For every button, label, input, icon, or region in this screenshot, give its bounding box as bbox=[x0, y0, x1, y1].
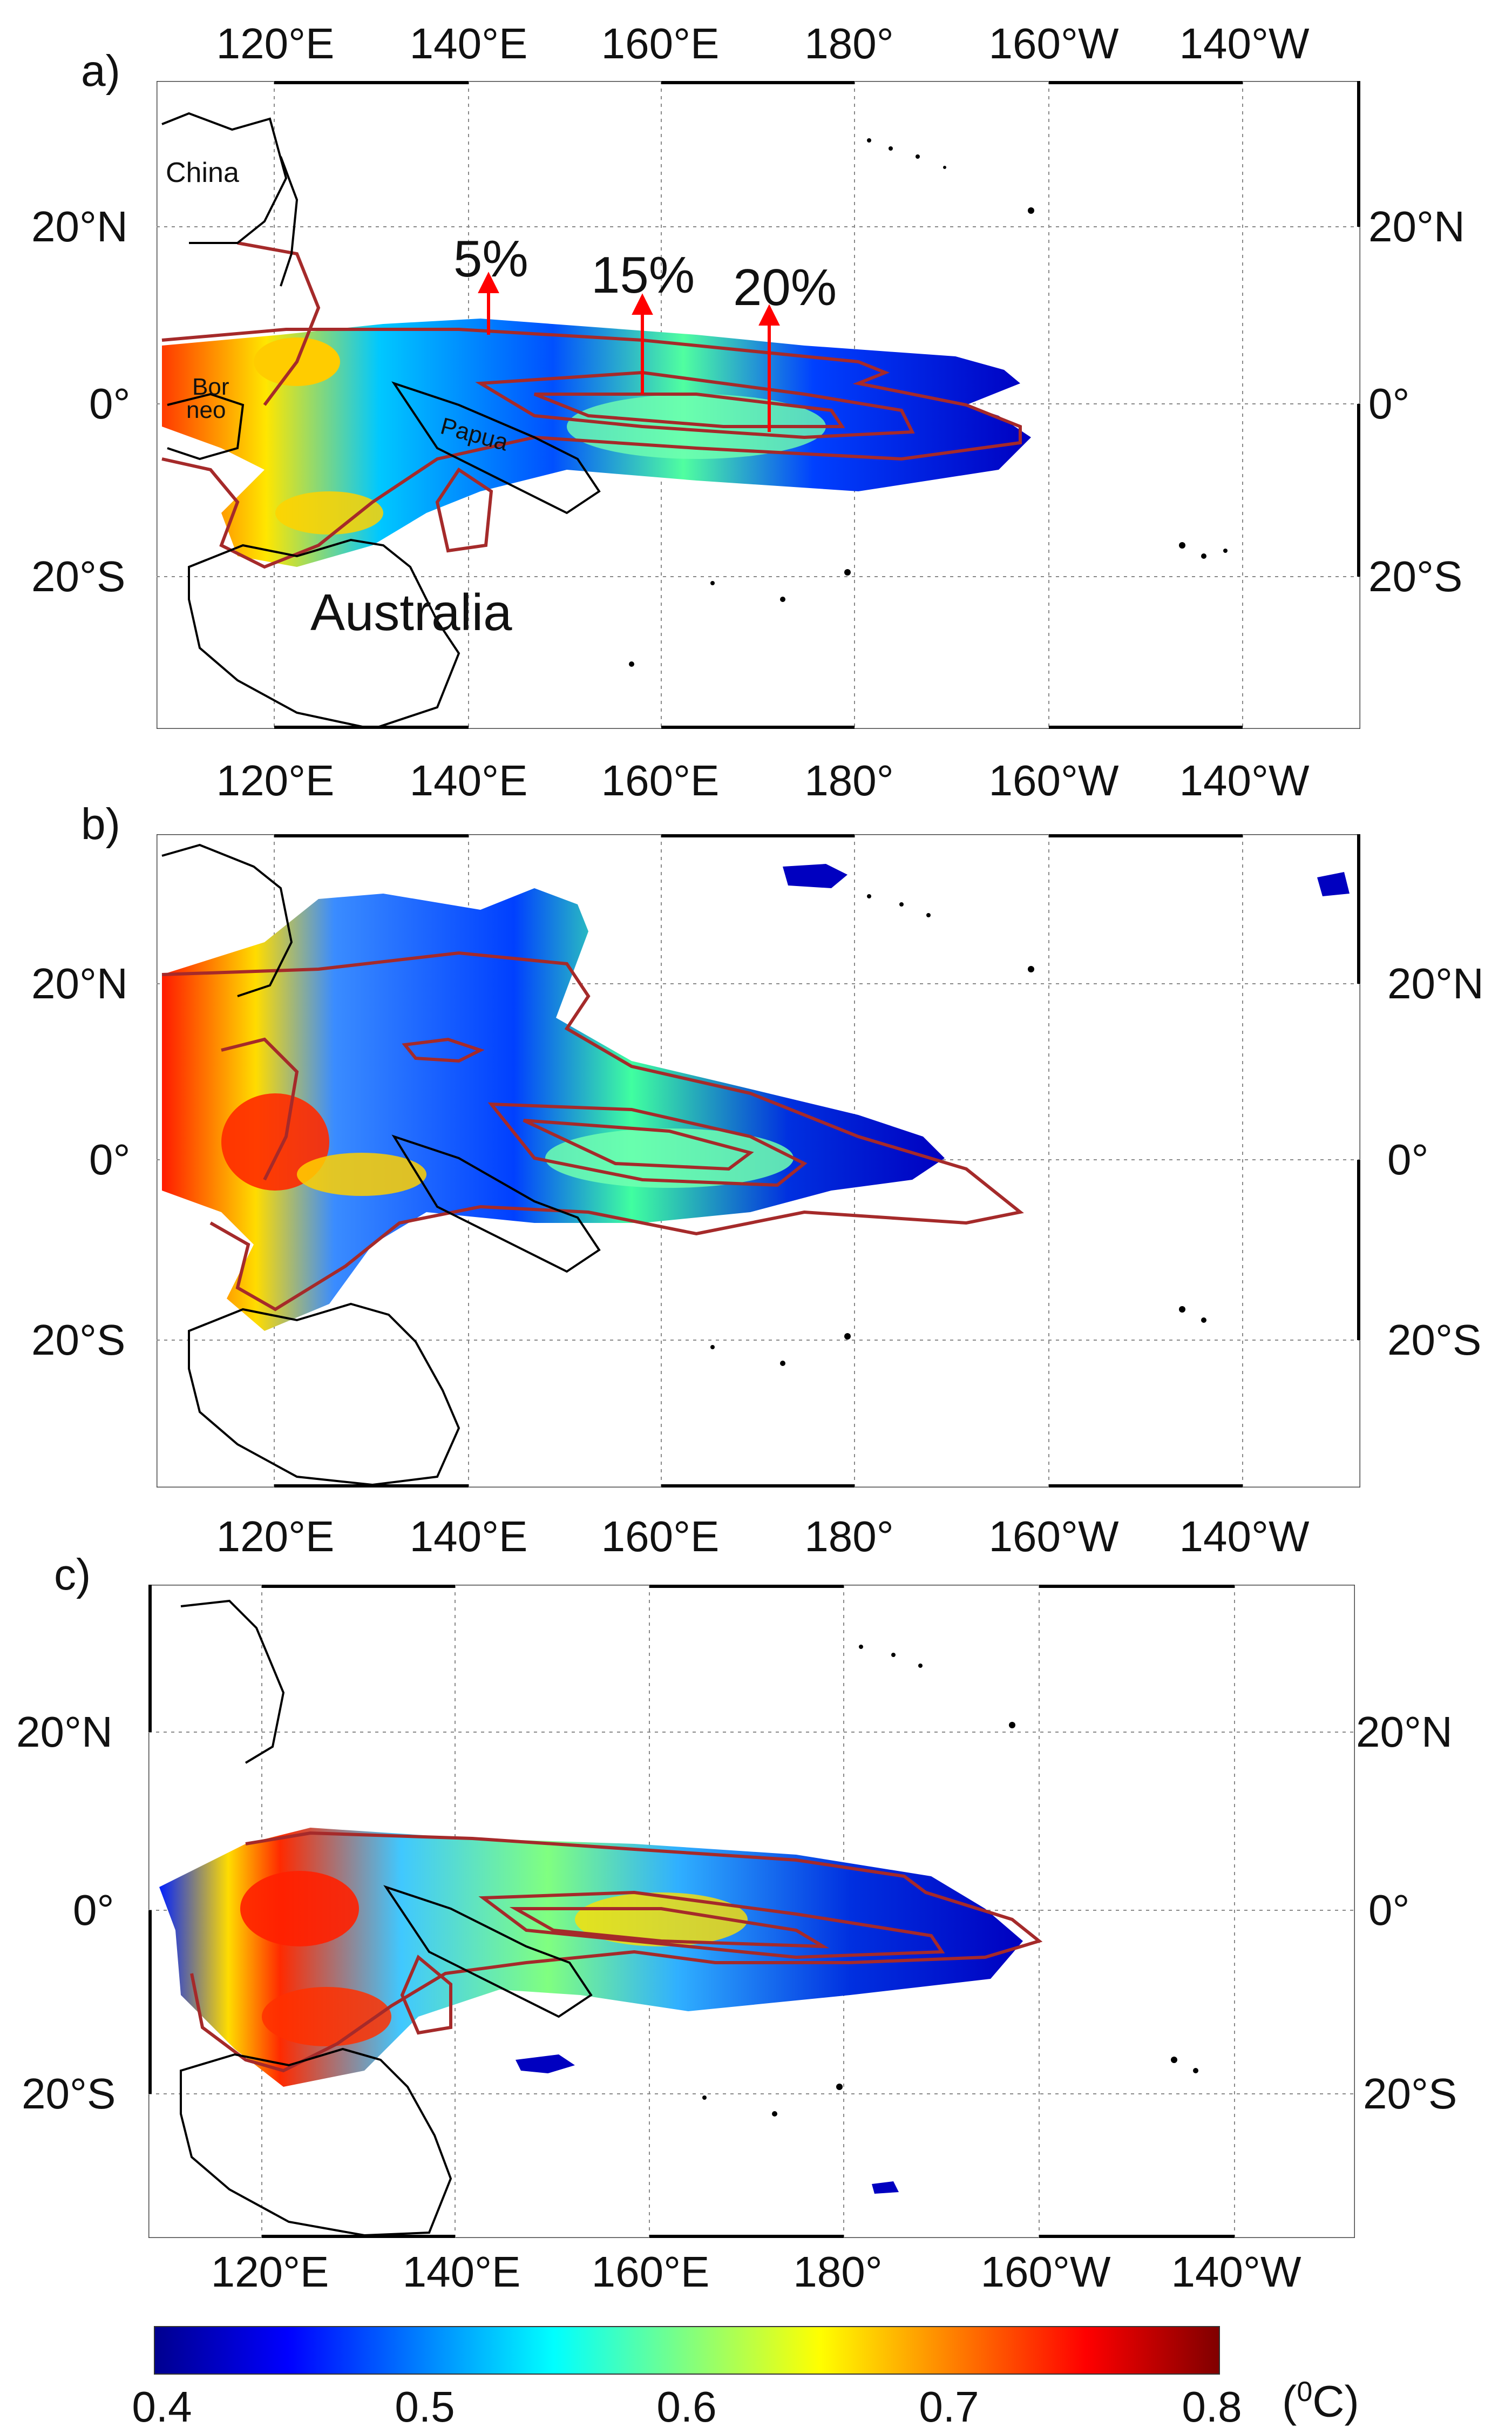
panel-b-patch-east bbox=[1317, 872, 1350, 896]
panel-a-lon-tick-140w: 140°W bbox=[1179, 19, 1310, 67]
panel-b-contours bbox=[161, 951, 1024, 1311]
panel-a-island-dots bbox=[629, 138, 1228, 667]
panel-a-lat-tick-20n-right: 20°N bbox=[1368, 202, 1465, 251]
label-15pct: 15% bbox=[591, 246, 695, 304]
panel-c-lat-tick-20s-left: 20°S bbox=[22, 2070, 116, 2118]
panel-b-lon-tick-160w: 160°W bbox=[988, 756, 1119, 804]
panel-a-gridlines bbox=[157, 81, 1360, 729]
panel-b-lat-tick-0-left: 0° bbox=[89, 1135, 131, 1184]
panel-c-label: c) bbox=[54, 1550, 91, 1599]
panel-b-lon-tick-140e: 140°E bbox=[409, 756, 528, 804]
colorbar bbox=[154, 2326, 1220, 2375]
panel-c-island-dots bbox=[702, 1645, 1198, 2117]
panel-b-hotspot-south bbox=[297, 1153, 426, 1196]
panel-b-lon-tick-180: 180° bbox=[804, 756, 894, 804]
panel-c-lat-tick-20n-left: 20°N bbox=[16, 1708, 113, 1756]
panel-c-lon-tick-140w-bottom: 140°W bbox=[1171, 2248, 1301, 2296]
panel-c-lat-tick-0-left: 0° bbox=[73, 1886, 114, 1934]
panel-c-lon-tick-140w-top: 140°W bbox=[1179, 1512, 1310, 1560]
label-5pct: 5% bbox=[453, 230, 528, 288]
colorbar-tick-0-5: 0.5 bbox=[395, 2383, 455, 2431]
label-borneo-2: neo bbox=[186, 397, 226, 423]
panel-a-lat-tick-20s-left: 20°S bbox=[31, 552, 126, 600]
panel-a-lon-tick-160e: 160°E bbox=[601, 19, 720, 67]
panel-c-lat-tick-20s-right: 20°S bbox=[1363, 2070, 1457, 2118]
panel-c-lon-tick-180-bottom: 180° bbox=[793, 2248, 883, 2296]
panel-c-lon-tick-120e-bottom: 120°E bbox=[211, 2248, 329, 2296]
panel-b-lat-tick-20n-left: 20°N bbox=[31, 959, 128, 1008]
label-borneo-1: Bor bbox=[192, 374, 229, 400]
panel-b-lat-tick-0-right: 0° bbox=[1387, 1135, 1429, 1184]
label-20pct: 20% bbox=[733, 259, 837, 316]
panel-b-label: b) bbox=[81, 800, 120, 849]
label-china: China bbox=[166, 157, 239, 188]
panel-c-lon-tick-140e-top: 140°E bbox=[409, 1512, 528, 1560]
panel-a-lat-tick-20n-left: 20°N bbox=[31, 202, 128, 251]
panel-a-contours bbox=[161, 241, 1022, 569]
colorbar-tick-0-8: 0.8 bbox=[1182, 2383, 1242, 2431]
arrow-5pct-head bbox=[478, 272, 499, 293]
panel-a-lat-tick-0-left: 0° bbox=[89, 380, 131, 428]
panel-c-lon-tick-140e-bottom: 140°E bbox=[402, 2248, 521, 2296]
colorbar-tick-0-6: 0.6 bbox=[656, 2383, 717, 2431]
panel-c-lon-tick-120e-top: 120°E bbox=[216, 1512, 335, 1560]
panel-c-map bbox=[148, 1585, 1355, 2238]
colorbar-unit-sup: 0 bbox=[1297, 2376, 1313, 2408]
panel-b-lat-tick-20s-right: 20°S bbox=[1387, 1316, 1482, 1364]
panel-a-lon-tick-120e: 120°E bbox=[216, 19, 335, 67]
panel-c-lat-tick-20n-right: 20°N bbox=[1356, 1708, 1453, 1756]
panel-b-patch-north bbox=[783, 864, 847, 888]
panel-b-coastlines bbox=[161, 843, 601, 1486]
colorbar-unit-open: ( bbox=[1282, 2377, 1297, 2426]
panel-b-lat-tick-20n-right: 20°N bbox=[1387, 959, 1484, 1008]
panel-c-lon-tick-160w-top: 160°W bbox=[988, 1512, 1119, 1560]
panel-b-lon-tick-140w: 140°W bbox=[1179, 756, 1310, 804]
panel-a-hotspot-south bbox=[275, 491, 383, 535]
panel-c-hotspot-west bbox=[240, 1871, 359, 1946]
panel-b-warming-field bbox=[162, 888, 945, 1331]
panel-c-lon-tick-160e-bottom: 160°E bbox=[591, 2248, 710, 2296]
panel-a-label: a) bbox=[81, 46, 120, 96]
label-australia: Australia bbox=[310, 584, 512, 641]
panel-a-lat-tick-0-right: 0° bbox=[1368, 380, 1410, 428]
panel-a-map bbox=[157, 81, 1360, 729]
panel-c-coastlines bbox=[180, 1599, 593, 2237]
panel-b-lon-tick-160e: 160°E bbox=[601, 756, 720, 804]
panel-a-lon-tick-180: 180° bbox=[804, 19, 894, 67]
panel-c-hotspot-central bbox=[575, 1892, 748, 1946]
colorbar-unit: (0C) bbox=[1282, 2376, 1359, 2427]
colorbar-tick-0-4: 0.4 bbox=[132, 2383, 192, 2431]
panel-a-arrows bbox=[478, 272, 780, 432]
arrow-20pct-head bbox=[758, 304, 780, 326]
panel-c-lon-tick-160e-top: 160°E bbox=[601, 1512, 720, 1560]
panel-a-coastlines bbox=[161, 112, 601, 729]
panel-a-lon-tick-160w: 160°W bbox=[988, 19, 1119, 67]
panel-c-patch-south bbox=[516, 2054, 575, 2073]
colorbar-tick-0-7: 0.7 bbox=[919, 2383, 979, 2431]
panel-b-hotspot-central bbox=[545, 1128, 794, 1188]
panel-c-lon-tick-160w-bottom: 160°W bbox=[980, 2248, 1111, 2296]
panel-b-map bbox=[157, 834, 1360, 1488]
panel-b-island-dots bbox=[710, 894, 1206, 1366]
panel-a-lat-tick-20s-right: 20°S bbox=[1368, 552, 1463, 600]
colorbar-unit-rest: C) bbox=[1312, 2377, 1359, 2426]
panel-c-lat-tick-0-right: 0° bbox=[1368, 1886, 1410, 1934]
panel-a-lon-tick-140e: 140°E bbox=[409, 19, 528, 67]
panel-b-lon-tick-120e: 120°E bbox=[216, 756, 335, 804]
panel-c-lon-tick-180-top: 180° bbox=[804, 1512, 894, 1560]
panel-b-lat-tick-20s-left: 20°S bbox=[31, 1316, 126, 1364]
panel-c-patch-southeast bbox=[872, 2181, 899, 2194]
arrow-15pct-head bbox=[632, 293, 653, 315]
panel-c-hotspot-south bbox=[262, 1987, 391, 2046]
